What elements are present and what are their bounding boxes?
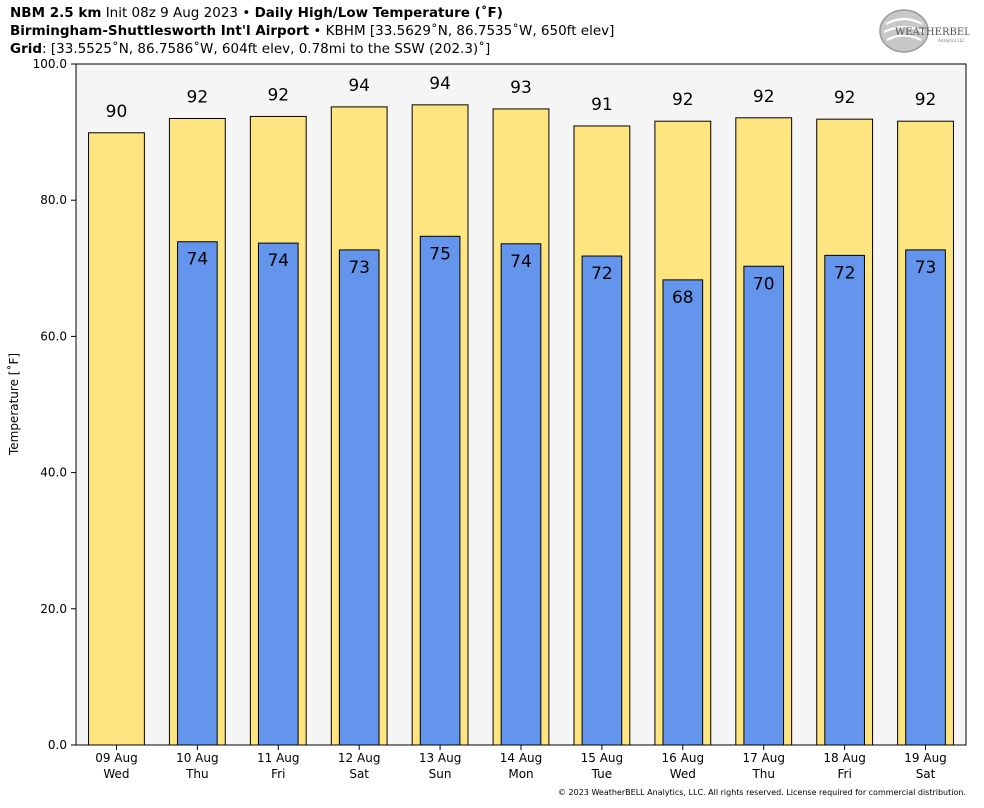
low-temp-bar (500, 243, 542, 746)
low-temp-bar (257, 242, 299, 746)
low-temp-bar (905, 249, 946, 746)
x-tick-label-day: Thu (751, 767, 775, 781)
high-temp-label: 92 (915, 90, 937, 110)
weatherbell-logo: WEATHERBELL Analytics LLC (879, 9, 970, 53)
high-temp-bar (88, 132, 145, 746)
grid-info: : [33.5525˚N, 86.7586˚W, 604ft elev, 0.7… (42, 41, 491, 57)
init-time: Init 08z 9 Aug 2023 (105, 5, 239, 21)
high-temp-label: 93 (510, 78, 532, 98)
header-line-2: Birmingham-Shuttlesworth Int'l Airport •… (10, 23, 614, 40)
y-tick-label: 80.0 (40, 193, 67, 207)
low-temp-label: 74 (510, 252, 532, 272)
x-tick-label-date: 11 Aug (257, 751, 300, 765)
x-tick-label-day: Sat (916, 767, 936, 781)
copyright-footer: © 2023 WeatherBELL Analytics, LLC. All r… (558, 788, 966, 797)
low-temp-bar (338, 249, 380, 746)
y-tick-label: 60.0 (40, 329, 67, 343)
high-temp-label: 94 (348, 76, 370, 96)
x-tick-label-day: Fri (837, 767, 851, 781)
x-tick-label-day: Tue (591, 767, 613, 781)
separator: • (242, 5, 251, 21)
location-name: Birmingham-Shuttlesworth Int'l Airport (10, 23, 310, 39)
logo-text: WEATHERBELL (895, 27, 970, 38)
bars-layer: 90 92 74 92 74 94 73 94 75 93 74 91 72 92 68 92 70 92 72 92… (88, 74, 954, 746)
low-temp-label: 72 (834, 263, 856, 283)
low-temp-bar (177, 241, 218, 746)
high-temp-label: 94 (429, 74, 451, 94)
low-temp-bar (662, 279, 704, 746)
y-axis-label: Temperature [˚F] (6, 353, 21, 456)
low-temp-label: 73 (915, 258, 937, 278)
y-tick-label: 20.0 (40, 602, 67, 616)
product-name: Daily High/Low Temperature (˚F) (254, 5, 503, 21)
high-temp-label: 92 (753, 87, 775, 107)
low-temp-label: 72 (591, 264, 613, 284)
x-tick-label-date: 14 Aug (500, 751, 543, 765)
low-temp-label: 75 (429, 244, 451, 264)
high-temp-label: 92 (672, 90, 694, 110)
y-tick-label: 0.0 (48, 738, 67, 752)
x-tick-label-date: 15 Aug (581, 751, 624, 765)
x-tick-label-day: Mon (508, 767, 533, 781)
high-temp-label: 92 (267, 85, 289, 105)
x-tick-label-date: 17 Aug (742, 751, 785, 765)
x-tick-label-day: Wed (670, 767, 696, 781)
low-temp-bar (743, 265, 785, 746)
low-temp-bar (419, 235, 461, 746)
x-tick-label-date: 16 Aug (662, 751, 705, 765)
x-tick-label-date: 10 Aug (176, 751, 219, 765)
grid-label: Grid (10, 41, 43, 57)
model-name: NBM 2.5 km (10, 5, 102, 21)
low-temp-label: 73 (348, 258, 370, 278)
separator: • (313, 23, 322, 39)
low-temp-bar (581, 255, 623, 746)
low-temp-label: 68 (672, 288, 694, 308)
x-tick-label-day: Sat (349, 767, 369, 781)
x-tick-label-day: Wed (103, 767, 129, 781)
x-tick-label-date: 12 Aug (338, 751, 381, 765)
high-temp-label: 92 (187, 87, 209, 107)
low-temp-bar (824, 254, 865, 746)
x-tick-label-date: 18 Aug (823, 751, 866, 765)
high-temp-label: 91 (591, 95, 613, 115)
high-temp-label: 92 (834, 88, 856, 108)
y-tick-label: 100.0 (33, 57, 67, 71)
low-temp-label: 74 (187, 250, 209, 270)
x-tick-label-date: 19 Aug (904, 751, 947, 765)
header-line-3: Grid: [33.5525˚N, 86.7586˚W, 604ft elev,… (10, 41, 490, 58)
low-temp-label: 74 (267, 251, 289, 271)
x-tick-label-date: 09 Aug (95, 751, 138, 765)
logo-subtext: Analytics LLC (938, 38, 965, 43)
x-tick-label-day: Fri (271, 767, 285, 781)
x-tick-label-day: Thu (185, 767, 209, 781)
x-tick-label-day: Sun (429, 767, 452, 781)
station-info: KBHM [33.5629˚N, 86.7535˚W, 650ft elev] (325, 23, 615, 39)
header-line-1: NBM 2.5 km Init 08z 9 Aug 2023 • Daily H… (10, 5, 503, 22)
x-tick-label-date: 13 Aug (419, 751, 462, 765)
high-temp-label: 90 (106, 102, 128, 122)
y-tick-label: 40.0 (40, 466, 67, 480)
low-temp-label: 70 (753, 274, 775, 294)
axes-layer: 09 Aug Wed 10 Aug Thu 11 Aug Fri 12 Aug Sat 13 A… (33, 57, 947, 781)
